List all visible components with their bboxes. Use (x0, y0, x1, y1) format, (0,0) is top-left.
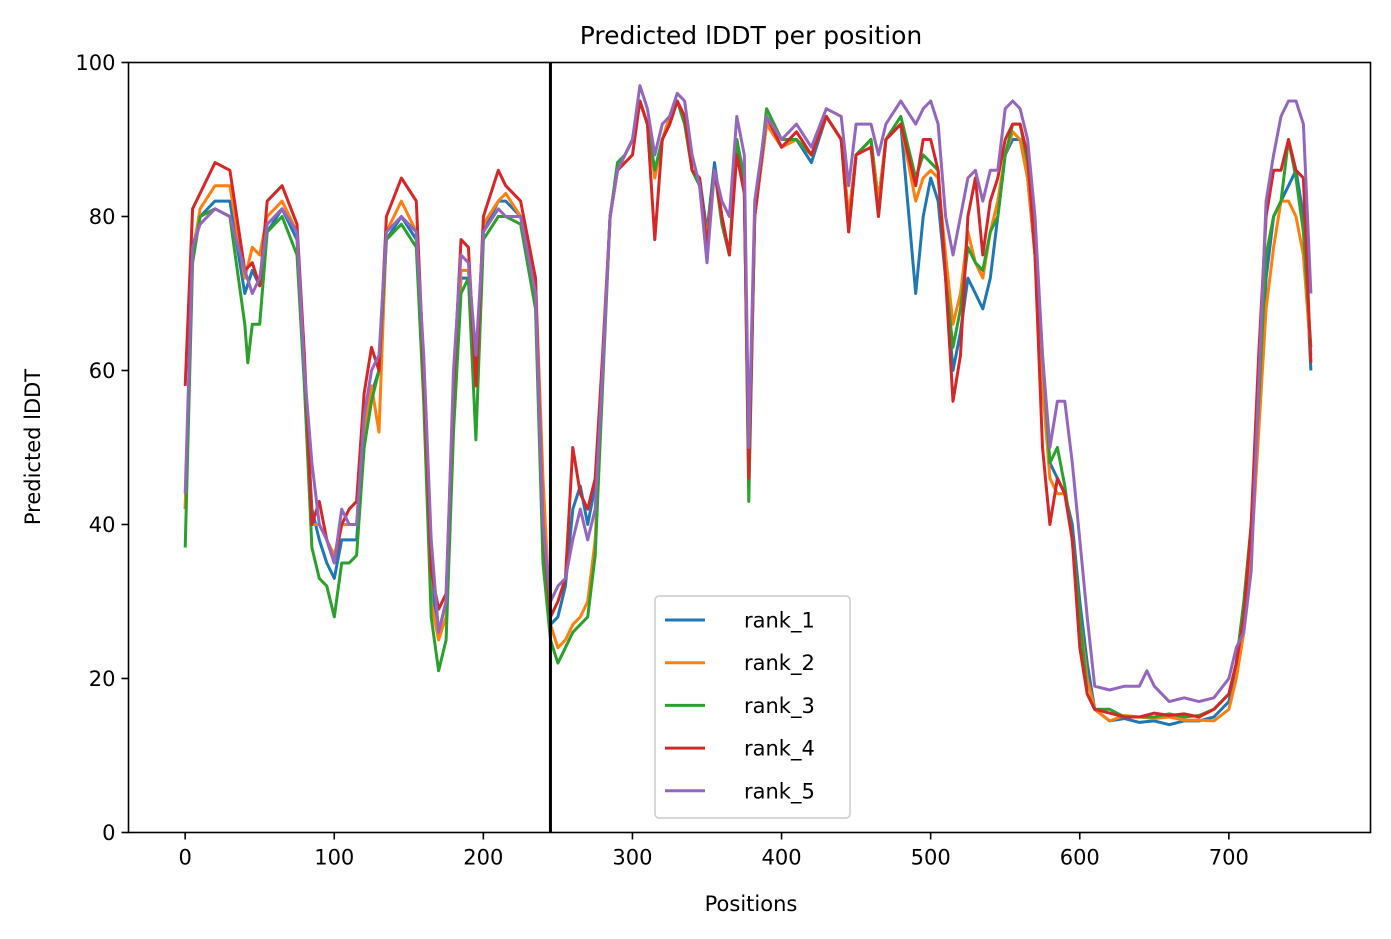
x-tick-label: 200 (463, 846, 503, 870)
x-axis: 0 100 200 300 400 500 600 700 (178, 832, 1249, 870)
series-layer (183, 84, 1313, 727)
x-tick-label: 0 (178, 846, 191, 870)
x-axis-title: Positions (705, 892, 798, 916)
y-tick-label: 20 (89, 667, 116, 691)
legend-label-rank_1: rank_1 (744, 609, 815, 634)
y-tick-label: 100 (75, 51, 115, 75)
y-tick-label: 80 (89, 205, 116, 229)
y-axis: 0 20 40 60 80 100 (75, 51, 129, 845)
legend-label-rank_2: rank_2 (744, 651, 815, 676)
x-tick-label: 300 (612, 846, 652, 870)
chart-title: Predicted lDDT per position (580, 21, 922, 50)
legend-label-rank_4: rank_4 (744, 737, 815, 762)
y-axis-title: Predicted lDDT (21, 369, 45, 525)
legend: rank_1 rank_2 rank_3 rank_4 rank_5 (654, 595, 851, 819)
legend-box (654, 595, 851, 819)
x-tick-label: 700 (1209, 846, 1249, 870)
y-tick-label: 40 (89, 513, 116, 537)
x-tick-label: 100 (314, 846, 354, 870)
y-tick-label: 60 (89, 359, 116, 383)
x-tick-label: 400 (762, 846, 802, 870)
axes-frame (127, 61, 1372, 834)
x-tick-label: 600 (1060, 846, 1100, 870)
series-line-rank_5 (183, 84, 1313, 704)
legend-label-rank_5: rank_5 (744, 779, 815, 804)
y-tick-label: 0 (102, 821, 115, 845)
x-tick-label: 500 (911, 846, 951, 870)
legend-label-rank_3: rank_3 (744, 694, 815, 719)
